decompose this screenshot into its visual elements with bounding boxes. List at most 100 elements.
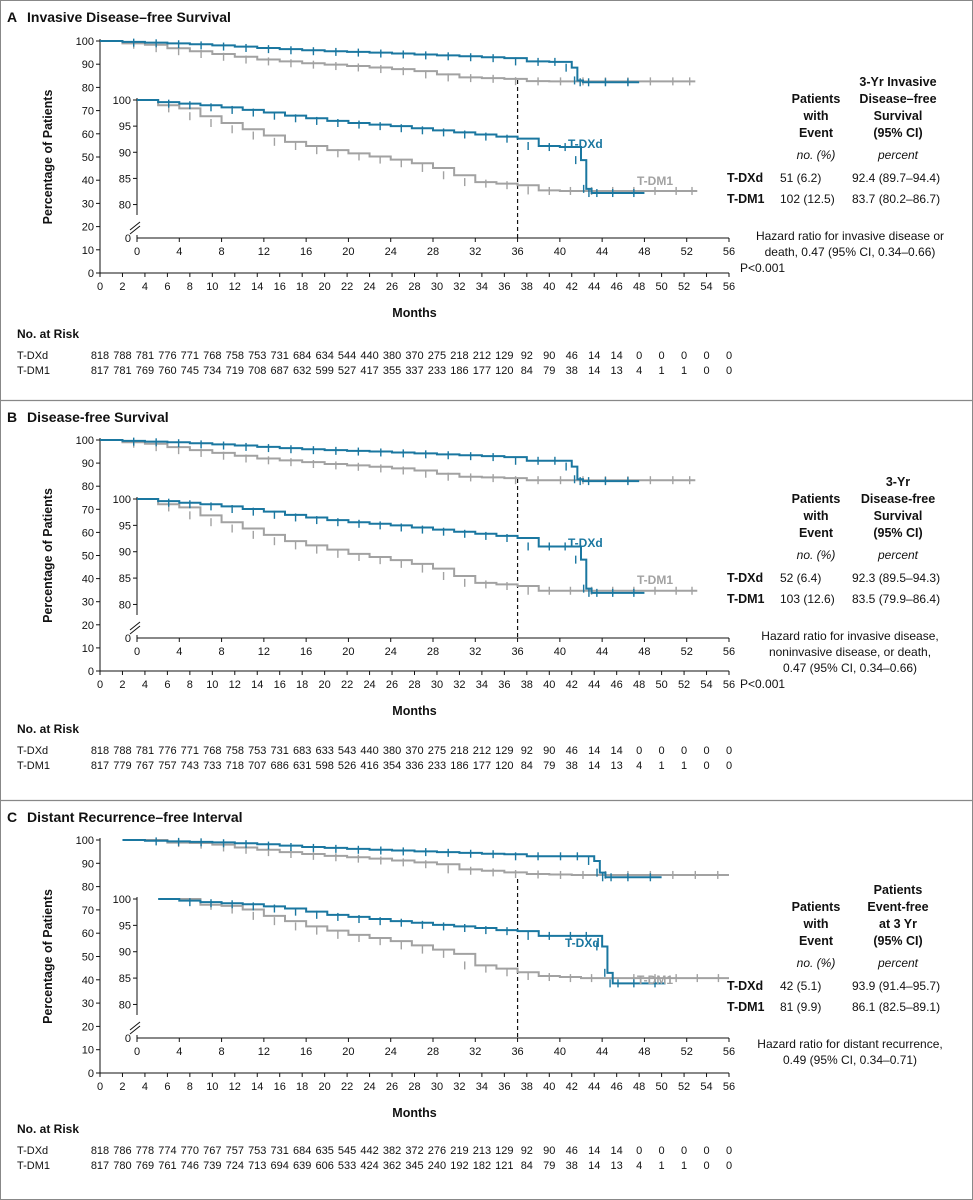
- table-col1-unit: no. (%): [797, 548, 836, 562]
- panel-letter: B: [7, 409, 17, 425]
- hazard-ratio-line: death, 0.47 (95% CI, 0.34–0.66): [765, 245, 936, 259]
- risk-value: 129: [495, 350, 513, 362]
- inset-x-tick-label: 12: [258, 246, 270, 258]
- risk-value: 767: [136, 760, 154, 772]
- table-row-label: T-DM1: [727, 592, 765, 606]
- p-value: P<0.001: [740, 261, 785, 275]
- risk-value: 0: [726, 365, 732, 377]
- y-tick-label: 80: [82, 882, 94, 894]
- inset-x-tick-label: 16: [300, 1046, 312, 1058]
- x-tick-label: 6: [164, 679, 170, 691]
- inset-x-tick-label: 20: [342, 646, 354, 658]
- x-tick-label: 34: [476, 1081, 488, 1093]
- x-tick-label: 8: [187, 679, 193, 691]
- x-tick-label: 30: [431, 679, 443, 691]
- inset-y-tick-label: 80: [119, 200, 131, 212]
- x-tick-label: 54: [700, 1081, 712, 1093]
- inset-x-tick-label: 44: [596, 1046, 608, 1058]
- inset-x-tick-label: 4: [176, 646, 182, 658]
- x-tick-label: 2: [119, 679, 125, 691]
- main-curve-t-dxd: [100, 40, 640, 84]
- x-tick-label: 4: [142, 1081, 148, 1093]
- risk-value: 818: [91, 745, 109, 757]
- inset-zero-label: 0: [125, 633, 131, 645]
- risk-value: 14: [588, 760, 600, 772]
- x-tick-label: 10: [206, 281, 218, 293]
- inset-x-tick-label: 56: [723, 1046, 735, 1058]
- risk-value: 635: [315, 1145, 333, 1157]
- inset-x-tick-label: 28: [427, 246, 439, 258]
- risk-value: 1: [659, 760, 665, 772]
- x-tick-label: 10: [206, 679, 218, 691]
- x-tick-label: 14: [251, 679, 263, 691]
- main-curve-t-dxd: [122, 839, 662, 879]
- hazard-ratio-line: noninvasive disease, or death,: [769, 645, 931, 659]
- risk-value: 212: [473, 745, 491, 757]
- x-tick-label: 44: [588, 281, 600, 293]
- risk-value: 633: [315, 745, 333, 757]
- y-tick-label: 40: [82, 574, 94, 586]
- risk-row-label: T-DM1: [17, 1160, 50, 1172]
- x-tick-label: 24: [363, 281, 375, 293]
- inset-x-tick-label: 28: [427, 1046, 439, 1058]
- risk-value: 416: [360, 760, 378, 772]
- risk-value: 14: [588, 745, 600, 757]
- y-tick-label: 80: [82, 82, 94, 94]
- curve-label-tdxd: T-DXd: [565, 936, 600, 950]
- risk-value: 14: [611, 1145, 623, 1157]
- risk-value: 4: [636, 365, 642, 377]
- table-col2-header: Disease–free: [859, 92, 936, 106]
- x-tick-label: 34: [476, 281, 488, 293]
- inset-x-tick-label: 56: [723, 646, 735, 658]
- axis-break-mark: [129, 1025, 141, 1035]
- x-tick-label: 56: [723, 281, 735, 293]
- axis-break-mark: [129, 621, 141, 631]
- y-tick-label: 90: [82, 458, 94, 470]
- inset-y-tick-label: 80: [119, 599, 131, 611]
- risk-value: 631: [293, 760, 311, 772]
- main-curve-t-dm1: [144, 839, 729, 876]
- risk-value: 544: [338, 350, 356, 362]
- risk-value: 38: [566, 1160, 578, 1172]
- risk-value: 734: [203, 365, 221, 377]
- risk-value: 14: [611, 350, 623, 362]
- x-tick-label: 30: [431, 281, 443, 293]
- risk-value: 0: [726, 1145, 732, 1157]
- risk-value: 213: [473, 1145, 491, 1157]
- inset-curve-t-dxd: [158, 898, 666, 985]
- risk-row-label: T-DM1: [17, 760, 50, 772]
- x-tick-label: 52: [678, 1081, 690, 1093]
- risk-value: 4: [636, 1160, 642, 1172]
- panel-title: Disease-free Survival: [27, 409, 169, 425]
- x-tick-label: 6: [164, 1081, 170, 1093]
- table-col1-unit: no. (%): [797, 956, 836, 970]
- risk-value: 92: [521, 745, 533, 757]
- x-tick-label: 32: [453, 281, 465, 293]
- x-tick-label: 50: [655, 281, 667, 293]
- risk-value: 1: [681, 760, 687, 772]
- x-tick-label: 22: [341, 679, 353, 691]
- inset-y-tick-label: 90: [119, 947, 131, 959]
- x-tick-label: 26: [386, 1081, 398, 1093]
- main-curve-t-dm1: [100, 439, 696, 482]
- inset-y-tick-label: 100: [113, 95, 131, 107]
- table-col2-header: Patients: [874, 883, 923, 897]
- inset-x-tick-label: 52: [681, 1046, 693, 1058]
- table-row-events: 102 (12.5): [780, 192, 835, 206]
- x-tick-label: 18: [296, 281, 308, 293]
- inset-curve-t-dxd: [137, 99, 645, 195]
- risk-value: 336: [405, 760, 423, 772]
- x-tick-label: 28: [408, 281, 420, 293]
- table-row-events: 51 (6.2): [780, 171, 821, 185]
- risk-value: 276: [428, 1145, 446, 1157]
- x-tick-label: 38: [521, 281, 533, 293]
- panel-title: Distant Recurrence–free Interval: [27, 809, 243, 825]
- risk-value: 788: [113, 350, 131, 362]
- risk-value: 14: [588, 350, 600, 362]
- risk-value: 760: [158, 365, 176, 377]
- inset-x-tick-label: 8: [219, 1046, 225, 1058]
- x-tick-label: 2: [119, 1081, 125, 1093]
- table-col1-header: with: [803, 917, 829, 931]
- y-tick-label: 90: [82, 59, 94, 71]
- y-tick-label: 90: [82, 858, 94, 870]
